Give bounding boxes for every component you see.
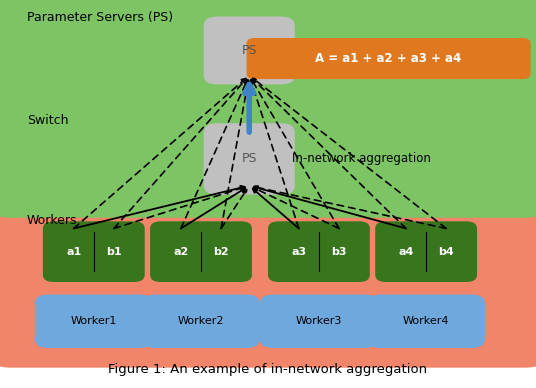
FancyBboxPatch shape [367,294,485,348]
Text: Worker2: Worker2 [178,316,224,326]
Text: b2: b2 [213,247,229,256]
Text: a3: a3 [291,247,307,256]
Text: Parameter Servers (PS): Parameter Servers (PS) [27,11,173,24]
FancyBboxPatch shape [260,294,378,348]
Text: b3: b3 [331,247,347,256]
Text: Worker3: Worker3 [296,316,342,326]
FancyBboxPatch shape [150,221,252,282]
FancyBboxPatch shape [0,96,536,218]
Text: a1: a1 [66,247,81,256]
Text: Worker1: Worker1 [71,316,117,326]
FancyBboxPatch shape [0,196,536,368]
Text: b4: b4 [438,247,454,256]
FancyBboxPatch shape [375,221,477,282]
FancyBboxPatch shape [247,38,531,79]
Text: A = a1 + a2 + a3 + a4: A = a1 + a2 + a3 + a4 [316,52,461,65]
Text: Figure 1: An example of in-network aggregation: Figure 1: An example of in-network aggre… [108,363,428,376]
FancyBboxPatch shape [35,294,153,348]
FancyBboxPatch shape [204,123,295,195]
FancyBboxPatch shape [204,17,295,85]
Text: a4: a4 [398,247,414,256]
Text: a2: a2 [173,247,189,256]
Text: Switch: Switch [27,114,68,127]
FancyBboxPatch shape [0,0,536,118]
Text: PS: PS [242,152,257,165]
Text: Worker4: Worker4 [403,316,449,326]
Text: b1: b1 [106,247,122,256]
Text: In-network aggregation: In-network aggregation [292,152,431,165]
FancyBboxPatch shape [43,221,145,282]
Text: Workers: Workers [27,214,77,227]
FancyBboxPatch shape [142,294,260,348]
FancyBboxPatch shape [268,221,370,282]
Text: PS: PS [242,44,257,57]
